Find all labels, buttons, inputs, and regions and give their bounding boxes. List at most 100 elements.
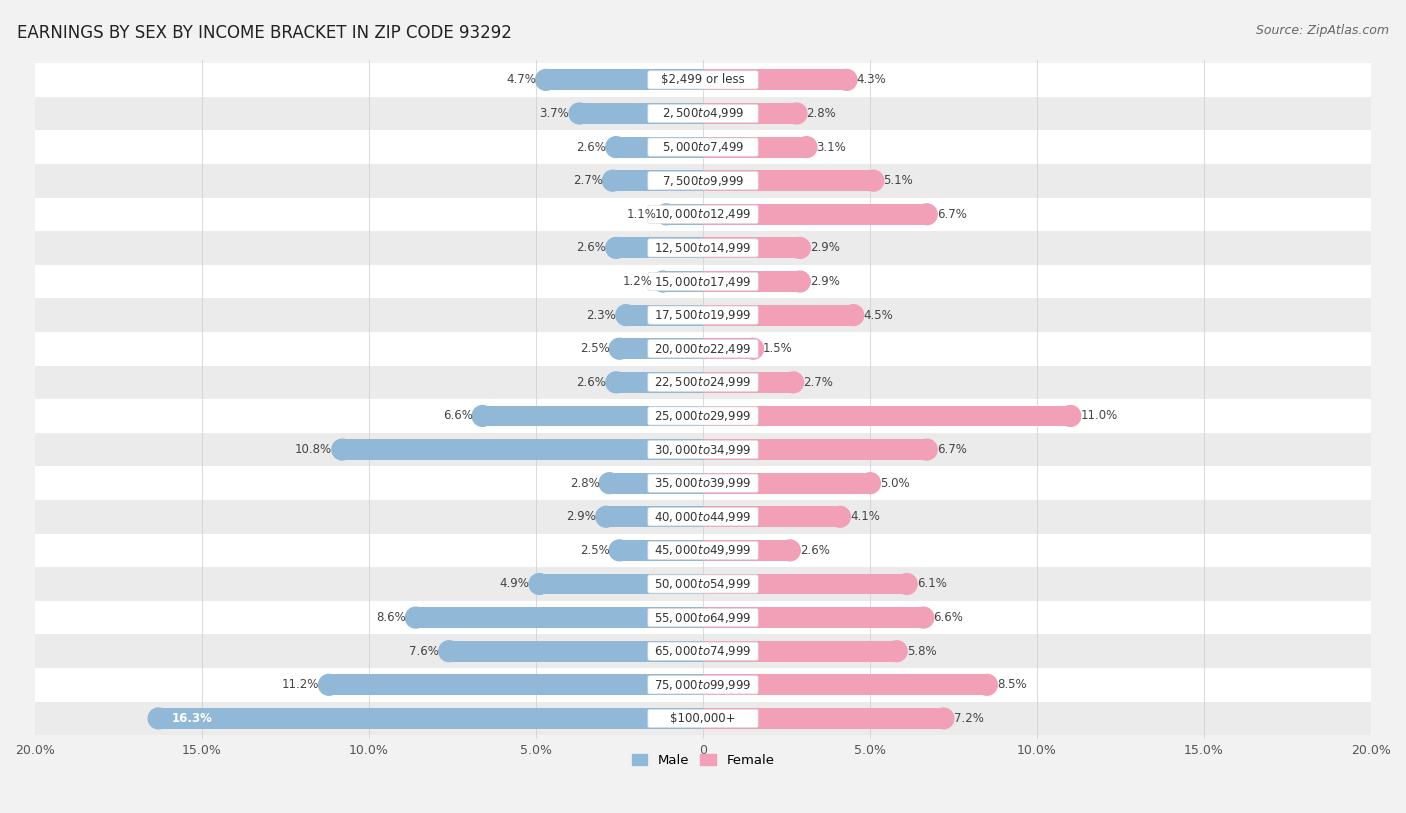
- Text: 4.1%: 4.1%: [851, 511, 880, 524]
- Bar: [703, 372, 793, 393]
- Bar: [703, 103, 797, 124]
- Text: 2.6%: 2.6%: [576, 376, 606, 389]
- Circle shape: [319, 675, 339, 695]
- Bar: [35, 567, 1371, 601]
- FancyBboxPatch shape: [648, 272, 758, 290]
- Text: EARNINGS BY SEX BY INCOME BRACKET IN ZIP CODE 93292: EARNINGS BY SEX BY INCOME BRACKET IN ZIP…: [17, 24, 512, 42]
- Bar: [35, 164, 1371, 198]
- Text: $30,000 to $34,999: $30,000 to $34,999: [654, 442, 752, 457]
- Text: $40,000 to $44,999: $40,000 to $44,999: [654, 510, 752, 524]
- Circle shape: [917, 439, 938, 460]
- Bar: [703, 69, 846, 90]
- Text: $45,000 to $49,999: $45,000 to $49,999: [654, 543, 752, 558]
- Bar: [35, 298, 1371, 332]
- Text: $75,000 to $99,999: $75,000 to $99,999: [654, 678, 752, 692]
- FancyBboxPatch shape: [648, 608, 758, 627]
- Text: $15,000 to $17,499: $15,000 to $17,499: [654, 275, 752, 289]
- Bar: [662, 271, 703, 292]
- Bar: [35, 130, 1371, 164]
- Text: 11.2%: 11.2%: [281, 678, 319, 691]
- Bar: [35, 366, 1371, 399]
- Text: 6.6%: 6.6%: [443, 410, 472, 423]
- Circle shape: [569, 103, 589, 124]
- FancyBboxPatch shape: [648, 474, 758, 492]
- Circle shape: [742, 338, 763, 359]
- Text: Source: ZipAtlas.com: Source: ZipAtlas.com: [1256, 24, 1389, 37]
- Text: 1.2%: 1.2%: [623, 275, 652, 288]
- Circle shape: [830, 506, 851, 527]
- Text: 6.7%: 6.7%: [936, 443, 967, 456]
- Text: $17,500 to $19,999: $17,500 to $19,999: [654, 308, 752, 322]
- Bar: [666, 204, 703, 224]
- Text: 4.5%: 4.5%: [863, 309, 893, 322]
- FancyBboxPatch shape: [648, 104, 758, 123]
- Text: 4.3%: 4.3%: [856, 73, 886, 86]
- Circle shape: [609, 540, 630, 561]
- Circle shape: [606, 137, 627, 158]
- FancyBboxPatch shape: [648, 541, 758, 559]
- Circle shape: [606, 237, 627, 259]
- Text: 2.7%: 2.7%: [803, 376, 834, 389]
- Text: 8.5%: 8.5%: [997, 678, 1026, 691]
- Text: 2.7%: 2.7%: [572, 174, 603, 187]
- Text: 1.1%: 1.1%: [626, 208, 657, 221]
- Circle shape: [897, 573, 917, 594]
- FancyBboxPatch shape: [648, 172, 758, 189]
- Bar: [35, 702, 1371, 735]
- Bar: [342, 439, 703, 460]
- FancyBboxPatch shape: [648, 340, 758, 358]
- Text: 2.5%: 2.5%: [579, 342, 609, 355]
- Circle shape: [405, 607, 426, 628]
- FancyBboxPatch shape: [648, 205, 758, 224]
- Text: $5,000 to $7,499: $5,000 to $7,499: [662, 140, 744, 154]
- Text: 16.3%: 16.3%: [172, 712, 212, 725]
- Circle shape: [439, 641, 460, 662]
- Bar: [35, 601, 1371, 634]
- Text: 2.3%: 2.3%: [586, 309, 616, 322]
- FancyBboxPatch shape: [648, 507, 758, 526]
- Bar: [703, 170, 873, 191]
- Circle shape: [783, 372, 804, 393]
- FancyBboxPatch shape: [648, 406, 758, 425]
- Text: 2.6%: 2.6%: [576, 141, 606, 154]
- Circle shape: [148, 708, 169, 728]
- Text: $7,500 to $9,999: $7,500 to $9,999: [662, 174, 744, 188]
- Text: 2.9%: 2.9%: [567, 511, 596, 524]
- Text: 2.5%: 2.5%: [579, 544, 609, 557]
- Circle shape: [886, 641, 907, 662]
- FancyBboxPatch shape: [648, 373, 758, 391]
- Text: 2.6%: 2.6%: [576, 241, 606, 254]
- Bar: [35, 97, 1371, 130]
- Bar: [626, 305, 703, 325]
- Bar: [703, 406, 1070, 426]
- Bar: [35, 533, 1371, 567]
- Bar: [703, 506, 839, 527]
- Bar: [329, 675, 703, 695]
- Text: 7.6%: 7.6%: [409, 645, 439, 658]
- Bar: [616, 137, 703, 158]
- Bar: [703, 237, 800, 259]
- Circle shape: [917, 204, 938, 224]
- Bar: [579, 103, 703, 124]
- Bar: [35, 500, 1371, 533]
- Text: $55,000 to $64,999: $55,000 to $64,999: [654, 611, 752, 624]
- Circle shape: [602, 170, 623, 191]
- Text: $100,000+: $100,000+: [671, 712, 735, 725]
- Text: 2.8%: 2.8%: [807, 107, 837, 120]
- Circle shape: [536, 69, 557, 90]
- Bar: [416, 607, 703, 628]
- Text: 2.9%: 2.9%: [810, 241, 839, 254]
- Text: $50,000 to $54,999: $50,000 to $54,999: [654, 577, 752, 591]
- Bar: [35, 399, 1371, 433]
- Circle shape: [912, 607, 934, 628]
- Text: $2,499 or less: $2,499 or less: [661, 73, 745, 86]
- Bar: [546, 69, 703, 90]
- Circle shape: [786, 103, 807, 124]
- Text: $12,500 to $14,999: $12,500 to $14,999: [654, 241, 752, 255]
- Text: 11.0%: 11.0%: [1080, 410, 1118, 423]
- Text: $65,000 to $74,999: $65,000 to $74,999: [654, 644, 752, 659]
- Bar: [703, 271, 800, 292]
- Text: $25,000 to $29,999: $25,000 to $29,999: [654, 409, 752, 423]
- Text: $10,000 to $12,499: $10,000 to $12,499: [654, 207, 752, 221]
- FancyBboxPatch shape: [648, 138, 758, 156]
